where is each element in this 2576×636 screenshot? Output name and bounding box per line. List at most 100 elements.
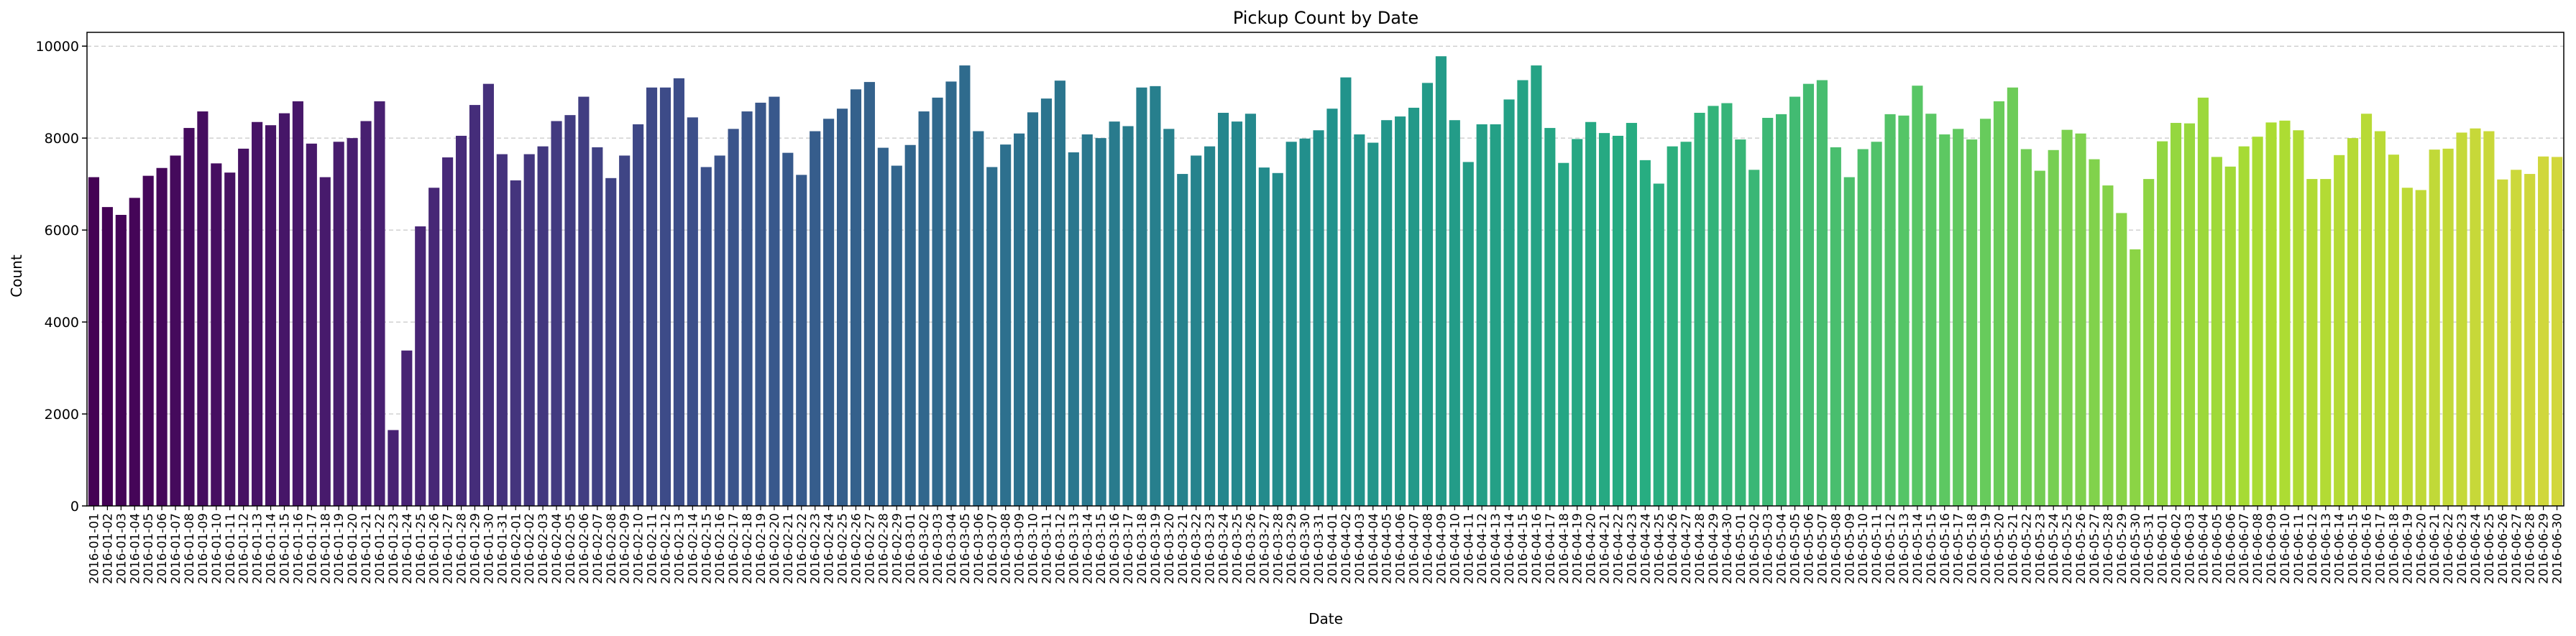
bar (1816, 80, 1828, 507)
bar (877, 147, 889, 507)
bar (1217, 112, 1229, 507)
x-tick-label: 2016-04-08 (1421, 513, 1435, 584)
bar (959, 65, 971, 506)
x-tick-label: 2016-02-18 (741, 513, 755, 584)
x-tick-label: 2016-04-24 (1638, 513, 1653, 584)
x-tick-label: 2016-04-07 (1408, 513, 1422, 584)
bar (415, 226, 426, 506)
bar (347, 138, 358, 506)
x-tick-label: 2016-05-24 (2047, 513, 2061, 584)
x-tick-label: 2016-06-21 (2428, 513, 2442, 584)
x-tick-label: 2016-02-25 (836, 513, 851, 584)
bar (1081, 134, 1093, 507)
bar (278, 113, 290, 506)
bar (1367, 142, 1379, 506)
bar (1000, 144, 1012, 507)
x-tick-label: 2016-04-09 (1434, 513, 1449, 584)
x-tick-label: 2016-06-29 (2537, 513, 2552, 584)
bar (823, 119, 835, 506)
x-tick-label: 2016-06-19 (2401, 513, 2415, 584)
bar (1285, 142, 1297, 506)
bar (2538, 156, 2549, 507)
x-tick-label: 2016-02-07 (591, 513, 605, 584)
bar (918, 111, 930, 506)
bar (1789, 96, 1801, 506)
x-tick-label: 2016-02-06 (577, 513, 592, 584)
bar (904, 144, 916, 506)
x-tick-label: 2016-06-28 (2524, 513, 2538, 584)
bar (673, 78, 684, 506)
bar (482, 83, 494, 506)
x-tick-label: 2016-06-03 (2183, 513, 2197, 584)
x-tick-label: 2016-04-14 (1503, 513, 1517, 584)
bar (319, 177, 331, 507)
bar (2470, 128, 2481, 506)
x-tick-label: 2016-06-22 (2442, 513, 2456, 584)
x-tick-label: 2016-05-19 (1979, 513, 1994, 584)
x-tick-label: 2016-05-11 (1870, 513, 1884, 584)
x-tick-label: 2016-01-17 (305, 513, 319, 584)
bar (796, 175, 807, 506)
bar (2415, 190, 2426, 506)
x-tick-label: 2016-05-26 (2074, 513, 2089, 584)
x-tick-label: 2016-04-11 (1462, 513, 1476, 584)
x-tick-label: 2016-01-27 (441, 513, 456, 584)
bar (836, 109, 848, 506)
bar (1040, 98, 1053, 507)
bar (1667, 146, 1678, 506)
x-tick-label: 2016-04-25 (1652, 513, 1667, 584)
bar (578, 96, 590, 506)
x-tick-label: 2016-05-28 (2101, 513, 2116, 584)
x-tick-label: 2016-02-01 (509, 513, 523, 584)
bar (2048, 149, 2059, 507)
x-tick-label: 2016-06-24 (2469, 513, 2483, 584)
x-axis-label: Date (1308, 610, 1343, 627)
x-tick-label: 2016-01-08 (183, 513, 197, 584)
x-tick-label: 2016-05-08 (1829, 513, 1843, 584)
bar (1476, 124, 1488, 506)
x-tick-label: 2016-05-18 (1966, 513, 1980, 584)
bar (700, 167, 712, 506)
bar (1979, 119, 1991, 506)
x-tick-label: 2016-02-11 (646, 513, 660, 584)
bar (1231, 121, 1243, 507)
bar (333, 142, 344, 506)
x-tick-label: 2016-06-23 (2455, 513, 2470, 584)
x-tick-label: 2016-04-15 (1516, 513, 1531, 584)
x-tick-label: 2016-06-05 (2210, 513, 2224, 584)
bar (1136, 87, 1147, 507)
bar (646, 87, 658, 507)
bar (1272, 172, 1283, 506)
bar (2483, 131, 2495, 507)
x-tick-label: 2016-05-16 (1938, 513, 1953, 584)
bar (1993, 101, 2005, 506)
bar (115, 215, 127, 506)
bar (1912, 86, 1923, 507)
x-tick-label: 2016-04-22 (1611, 513, 1626, 584)
bar (564, 115, 576, 507)
chart-title: Pickup Count by Date (1233, 8, 1418, 28)
bar (1163, 129, 1175, 506)
bar (1830, 147, 1841, 506)
x-tick-label: 2016-06-06 (2224, 513, 2238, 584)
x-tick-label: 2016-04-03 (1353, 513, 1367, 584)
x-tick-label: 2016-02-03 (536, 513, 551, 584)
bar (1572, 139, 1583, 507)
bar (2197, 97, 2209, 507)
bar (360, 121, 372, 506)
bar (2130, 249, 2141, 506)
bar (1680, 142, 1692, 506)
bar (1054, 80, 1065, 506)
x-tick-label: 2016-04-12 (1475, 513, 1490, 584)
bar (211, 163, 222, 506)
x-tick-label: 2016-02-08 (605, 513, 619, 584)
x-tick-label: 2016-02-15 (700, 513, 714, 584)
bar (891, 165, 902, 506)
bar (183, 128, 195, 507)
y-axis-label: Count (8, 254, 25, 298)
bar (1531, 65, 1542, 506)
y-tick-label: 4000 (45, 315, 79, 331)
x-tick-label: 2016-03-06 (972, 513, 986, 584)
bar (1857, 149, 1869, 506)
x-tick-label: 2016-04-18 (1557, 513, 1572, 584)
